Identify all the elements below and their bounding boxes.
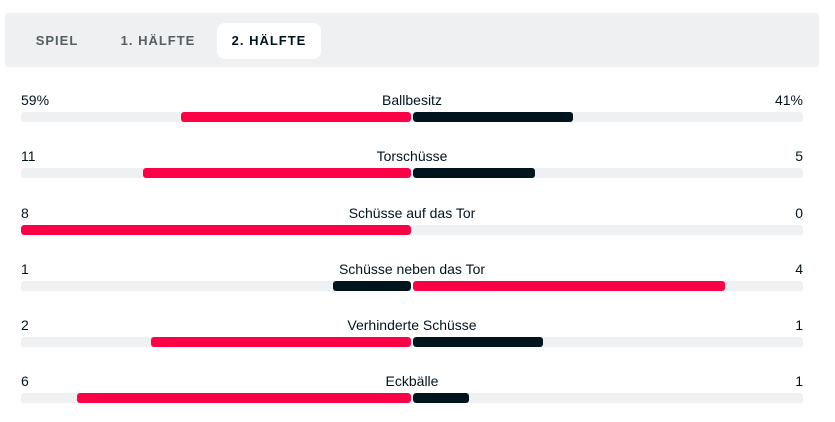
away-bar-fill: [413, 112, 573, 122]
home-bar-fill: [333, 281, 411, 291]
home-bar-track: [21, 337, 411, 347]
stat-home-value: 6: [21, 373, 29, 389]
stat-category: Verhinderte Schüsse: [347, 317, 477, 333]
away-bar-fill: [413, 168, 535, 178]
stat-category: Eckbälle: [385, 373, 439, 389]
away-bar-track: [413, 225, 803, 235]
stat-home-value: 59%: [21, 92, 50, 108]
stat-row-corners: 6 Eckbälle 1: [21, 372, 803, 412]
stat-home-value: 1: [21, 261, 29, 277]
stat-row-shots: 11 Torschüsse 5: [21, 147, 803, 187]
stat-home-value: 2: [21, 317, 29, 333]
home-bar-fill: [21, 225, 411, 235]
stat-row-shots-on-target: 8 Schüsse auf das Tor 0: [21, 204, 803, 244]
away-bar-fill: [413, 281, 725, 291]
stat-category: Torschüsse: [376, 148, 448, 164]
home-bar-track: [21, 168, 411, 178]
stat-away-value: 5: [795, 148, 803, 164]
stat-away-value: 1: [795, 373, 803, 389]
away-bar-track: [413, 168, 803, 178]
tab-first-half[interactable]: 1. HÄLFTE: [120, 33, 196, 48]
home-bar-track: [21, 225, 411, 235]
away-bar-track: [413, 112, 803, 122]
home-bar-fill: [180, 112, 411, 122]
home-bar-fill: [76, 393, 411, 403]
stat-away-value: 4: [795, 261, 803, 277]
tab-spiel[interactable]: SPIEL: [35, 33, 79, 48]
stat-category: Ballbesitz: [382, 92, 442, 108]
away-bar-fill: [413, 393, 469, 403]
stat-row-shots-off-target: 1 Schüsse neben das Tor 4: [21, 260, 803, 300]
stat-category: Schüsse auf das Tor: [348, 205, 476, 221]
home-bar-track: [21, 393, 411, 403]
away-bar-track: [413, 337, 803, 347]
tab-second-half[interactable]: 2. HÄLFTE: [217, 23, 321, 59]
away-bar-fill: [413, 337, 543, 347]
stat-home-value: 11: [21, 148, 36, 164]
stat-row-blocked-shots: 2 Verhinderte Schüsse 1: [21, 316, 803, 356]
home-bar-fill: [142, 168, 411, 178]
home-bar-fill: [151, 337, 411, 347]
away-bar-track: [413, 281, 803, 291]
stat-home-value: 8: [21, 205, 29, 221]
stat-row-possession: 59% Ballbesitz 41%: [21, 91, 803, 131]
stat-away-value: 41%: [774, 92, 803, 108]
stat-away-value: 1: [795, 317, 803, 333]
period-tabs: SPIEL 1. HÄLFTE 2. HÄLFTE: [5, 13, 819, 67]
home-bar-track: [21, 112, 411, 122]
away-bar-track: [413, 393, 803, 403]
stat-category: Schüsse neben das Tor: [338, 261, 486, 277]
home-bar-track: [21, 281, 411, 291]
stat-away-value: 0: [795, 205, 803, 221]
